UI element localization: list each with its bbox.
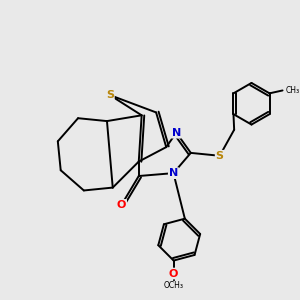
Text: S: S (216, 151, 224, 161)
Text: N: N (169, 168, 178, 178)
Text: CH₃: CH₃ (286, 86, 300, 95)
Text: O: O (117, 200, 126, 210)
Text: O: O (169, 268, 178, 279)
Text: N: N (172, 128, 181, 138)
Text: S: S (106, 90, 114, 100)
Text: OCH₃: OCH₃ (164, 281, 184, 290)
